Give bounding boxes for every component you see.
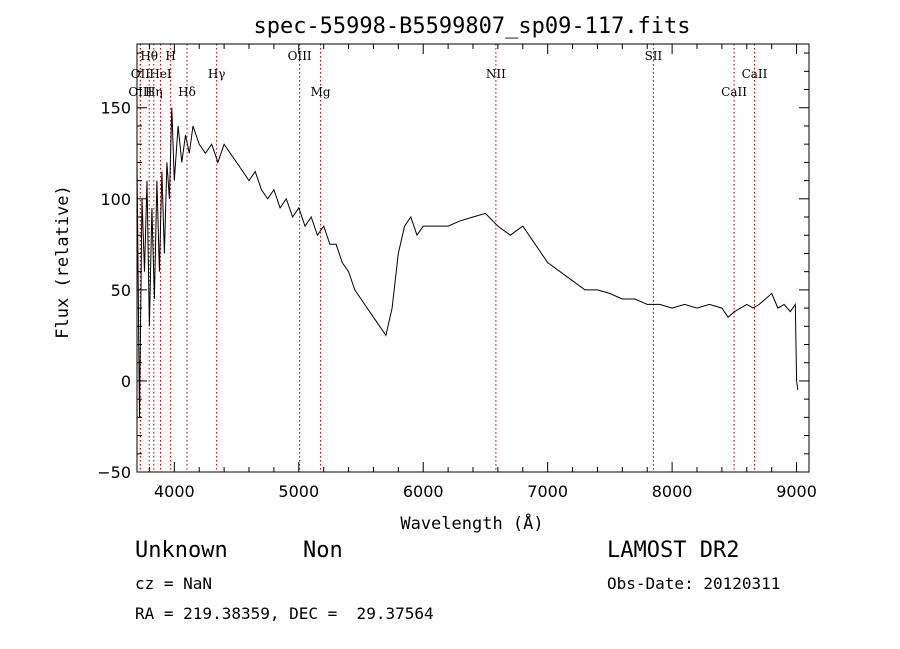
x-tick-label: 4000 — [154, 482, 195, 501]
spectrum-line — [136, 107, 799, 418]
line-marker-label: OIII — [128, 85, 152, 99]
y-tick-label: −50 — [97, 463, 131, 482]
survey-label: LAMOST DR2 — [607, 538, 740, 563]
y-tick-label: 150 — [100, 99, 131, 118]
chart-title: spec-55998-B5599807_sp09-117.fits — [253, 14, 690, 39]
line-marker-label: Hγ — [208, 67, 226, 81]
x-tick-label: 6000 — [403, 482, 444, 501]
x-axis-label: Wavelength (Å) — [400, 512, 543, 534]
line-marker-label: SII — [645, 49, 663, 63]
x-tick-label: 8000 — [652, 482, 693, 501]
obs-date: Obs-Date: 20120311 — [607, 574, 781, 593]
plot-frame — [136, 43, 810, 473]
y-axis-label: Flux (relative) — [53, 185, 73, 339]
x-tick-label: 7000 — [527, 482, 568, 501]
line-marker-label: NII — [486, 67, 506, 81]
line-marker-label: Hθ — [140, 49, 158, 63]
cz-value: cz = NaN — [135, 574, 213, 593]
x-tick-label: 5000 — [278, 482, 319, 501]
line-marker-label: Mg — [311, 85, 331, 99]
line-marker-label: CaII — [742, 67, 768, 81]
y-tick-label: 100 — [100, 190, 131, 209]
line-marker-label: Hδ — [178, 85, 196, 99]
line-marker-label: Hη — [145, 85, 163, 99]
y-tick-label: 0 — [121, 372, 131, 391]
line-marker-label: OII — [131, 67, 151, 81]
y-tick-label: 50 — [111, 281, 131, 300]
line-marker-label: OIII — [288, 49, 312, 63]
line-marker-label: HeI — [149, 67, 172, 81]
line-marker-label: CaII — [721, 85, 747, 99]
line-marker-label: H — [165, 49, 175, 63]
x-axis-ticks: 4000 5000 6000 7000 8000 9000 — [148, 44, 817, 501]
class-label: Unknown — [135, 538, 228, 563]
subclass-label: Non — [303, 538, 343, 563]
y-axis-ticks: −50 0 50 100 150 — [97, 52, 809, 482]
x-tick-label: 9000 — [776, 482, 817, 501]
coordinates: RA = 219.38359, DEC = 29.37564 — [135, 604, 434, 623]
